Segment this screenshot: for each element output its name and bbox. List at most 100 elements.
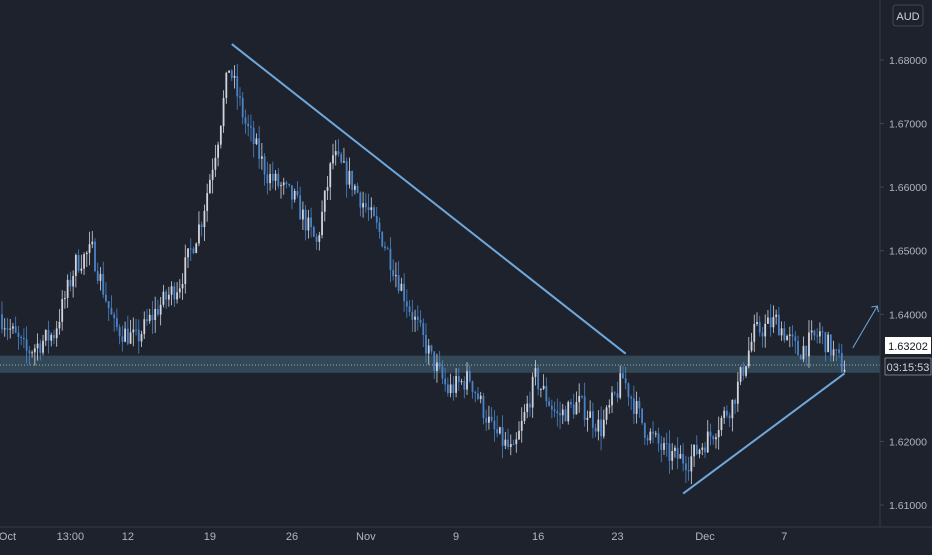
candle (214, 144, 217, 177)
trendlines-layer (231, 43, 879, 495)
candle (302, 201, 304, 231)
candle (471, 380, 474, 399)
candle (154, 296, 157, 333)
candle (326, 176, 329, 201)
candle (39, 339, 42, 361)
candle (143, 311, 146, 339)
candle (77, 249, 80, 273)
candle (553, 401, 556, 418)
candle (157, 299, 159, 317)
candle (427, 338, 430, 365)
candle (548, 397, 550, 407)
candle (466, 362, 468, 395)
candle (772, 305, 775, 333)
candle (824, 331, 827, 362)
price-axis[interactable]: 1.68000 1.67000 1.66000 1.65000 1.64000 1.620… (879, 0, 932, 550)
candle (280, 181, 282, 199)
time-axis[interactable]: Oct 13:00 12 19 26 Nov 9 16 23 Dec 7 (0, 526, 932, 543)
candle (373, 204, 375, 217)
candle (236, 64, 239, 110)
candle (266, 161, 269, 195)
candle (695, 435, 698, 456)
candle (627, 382, 630, 406)
candle (561, 403, 564, 425)
candle (80, 254, 83, 274)
candle (589, 400, 592, 418)
candle (758, 315, 761, 337)
x-tick-label: 7 (781, 531, 787, 543)
candle (323, 190, 326, 222)
candle (829, 334, 832, 362)
candle (217, 141, 220, 167)
candle (408, 300, 411, 317)
candles-layer (1, 64, 846, 485)
currency-label: AUD (896, 11, 919, 23)
candle (698, 448, 701, 459)
candle (701, 443, 704, 456)
candle (600, 406, 602, 451)
candle (616, 381, 619, 403)
candle (405, 289, 408, 318)
candle (178, 279, 181, 299)
candle (821, 326, 824, 345)
candle (208, 174, 211, 194)
candle (271, 161, 274, 189)
candle (296, 181, 299, 198)
candle (12, 322, 14, 334)
candle (364, 193, 367, 213)
candle (756, 312, 758, 327)
candle (452, 375, 455, 401)
candle (493, 410, 496, 442)
currency-button[interactable]: AUD (892, 4, 924, 27)
candle (455, 368, 457, 398)
candle (531, 372, 534, 418)
candle (200, 221, 203, 237)
ascending-trendline[interactable] (682, 372, 846, 495)
candle (679, 445, 682, 459)
candle (611, 386, 613, 413)
candle (641, 408, 644, 425)
candle (329, 161, 332, 200)
candle (477, 386, 479, 401)
candle (255, 133, 258, 146)
candle (9, 319, 12, 339)
candle (657, 427, 660, 452)
candle (690, 444, 693, 485)
candle (791, 325, 794, 347)
candle (291, 185, 293, 210)
candle (173, 282, 176, 307)
candle (635, 391, 638, 424)
candle (312, 225, 315, 238)
candle (252, 120, 255, 158)
candle (586, 410, 589, 432)
candle (14, 316, 17, 334)
descending-trendline[interactable] (231, 43, 627, 355)
candle (105, 282, 107, 303)
candle (838, 343, 840, 358)
candle (140, 330, 143, 348)
candle (441, 360, 444, 384)
candle (797, 335, 799, 356)
candle (671, 443, 674, 470)
candle (198, 211, 200, 247)
candle (61, 290, 64, 331)
candle (786, 334, 788, 341)
candle (425, 323, 427, 363)
candle (195, 242, 198, 254)
candle (745, 365, 747, 378)
candle (274, 169, 277, 191)
candle (827, 331, 830, 353)
candle (269, 163, 271, 191)
candle (663, 437, 665, 455)
candle (83, 252, 85, 275)
x-tick-label: 12 (122, 531, 134, 543)
x-tick-label: 19 (204, 531, 216, 543)
candle (400, 277, 403, 292)
candle (665, 432, 668, 457)
candle (293, 188, 296, 203)
candle (788, 326, 791, 348)
candle (285, 180, 288, 189)
candle (739, 366, 742, 386)
